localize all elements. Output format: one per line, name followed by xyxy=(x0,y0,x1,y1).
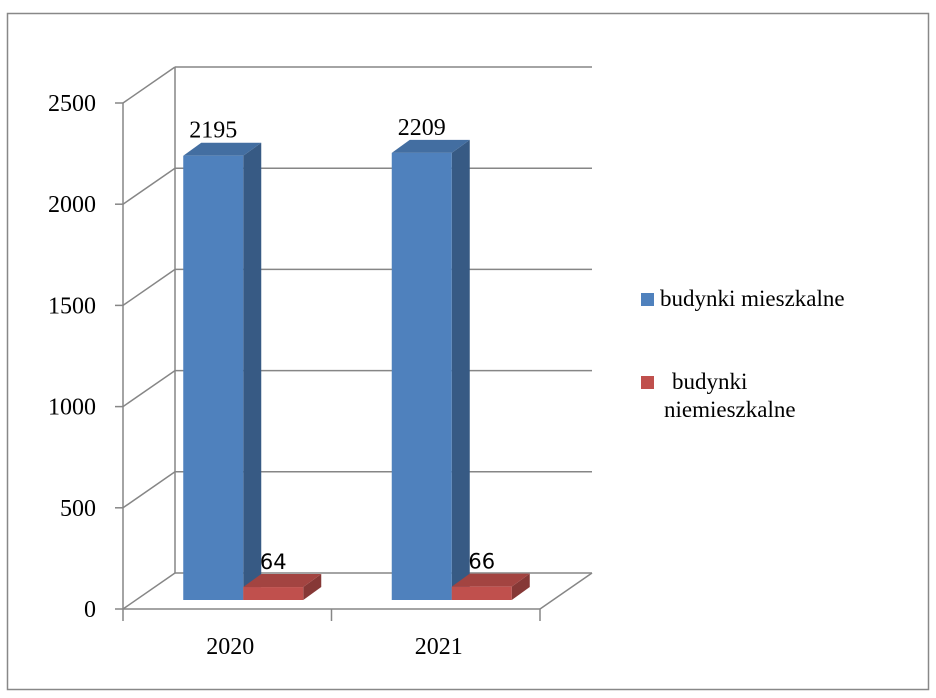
floor-right xyxy=(539,572,593,610)
bar-front xyxy=(243,587,304,600)
x-tick-label: 2021 xyxy=(415,634,463,660)
bar-side xyxy=(303,574,322,600)
bar-top xyxy=(243,574,322,588)
bar-side xyxy=(451,139,470,600)
bar xyxy=(451,573,530,600)
bar-top xyxy=(451,573,530,587)
bar-top xyxy=(183,142,262,156)
data-label: 2209 xyxy=(398,115,446,141)
y-tick-label: 1000 xyxy=(48,395,96,421)
bar-front xyxy=(451,586,512,600)
bar xyxy=(391,139,470,600)
y-tick-label: 0 xyxy=(84,597,96,623)
bar-side xyxy=(243,142,262,600)
grid-diagonal xyxy=(122,572,176,610)
y-tick-label: 1500 xyxy=(48,293,96,319)
bar-front xyxy=(391,152,452,600)
legend-label: budynki mieszkalne xyxy=(660,286,845,311)
legend-label: budynki niemieszkalne xyxy=(664,369,796,422)
legend-swatch xyxy=(641,293,654,306)
data-label: 2195 xyxy=(189,118,237,144)
legend-swatch xyxy=(641,376,654,389)
data-label: 66 xyxy=(468,550,495,574)
bar xyxy=(243,574,322,600)
grid-diagonal xyxy=(122,268,176,307)
grid-diagonal xyxy=(122,167,176,205)
y-tick-label: 2500 xyxy=(48,91,96,117)
bar-side xyxy=(511,573,530,600)
bar-top xyxy=(391,139,470,153)
x-tick-label: 2020 xyxy=(206,634,254,660)
bar-front xyxy=(183,155,244,600)
y-tick-label: 2000 xyxy=(48,192,96,218)
data-label: 64 xyxy=(260,550,287,574)
y-tick-label: 500 xyxy=(60,496,96,522)
bar xyxy=(183,142,262,600)
grid-diagonal xyxy=(122,471,176,509)
grid-diagonal xyxy=(122,369,176,408)
grid-diagonal xyxy=(122,66,176,104)
